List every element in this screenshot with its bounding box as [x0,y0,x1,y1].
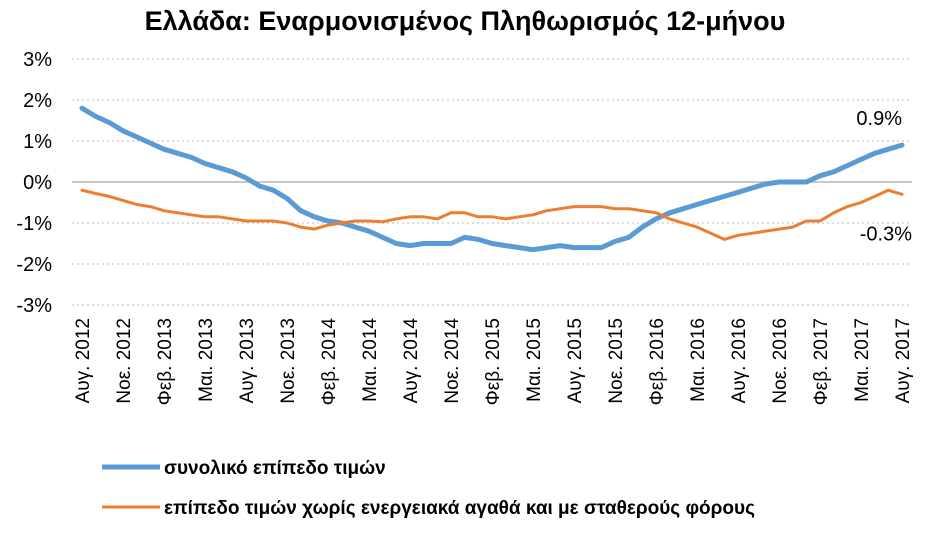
x-tick-label: Μαι. 2014 [360,318,381,402]
y-tick-label: 1% [23,131,52,153]
line [79,105,905,253]
x-tick-label: Νοε. 2014 [442,318,463,404]
y-tick-label: -1% [16,213,52,235]
x-tick-label: Φεβ. 2015 [483,318,504,405]
line [80,188,904,241]
x-tick-label: Μαι. 2017 [852,318,873,402]
x-tick-label: Φεβ. 2016 [647,318,668,405]
x-tick-label: Νοε. 2015 [606,318,627,404]
x-tick-label: Νοε. 2016 [770,318,791,404]
data-label: 0.9% [856,108,902,130]
x-tick-label: Μαι. 2013 [196,318,217,402]
x-tick-label: Νοε. 2012 [114,318,135,404]
x-tick-label: Αυγ. 2017 [893,318,914,403]
legend-label: συνολικό επίπεδο τιμών [164,458,386,479]
y-tick-label: 3% [23,49,52,71]
x-tick-label: Φεβ. 2017 [811,318,832,405]
x-tick-label: Αυγ. 2014 [401,318,422,404]
x-tick-label: Αυγ. 2012 [73,318,94,403]
x-tick-label: Μαι. 2016 [688,318,709,402]
y-tick-label: 2% [23,90,52,112]
x-tick-label: Αυγ. 2015 [565,318,586,403]
x-tick-label: Αυγ. 2013 [237,318,258,403]
y-tick-label: 0% [23,172,52,194]
x-tick-label: Αυγ. 2016 [729,318,750,403]
legend-label: επίπεδο τιμών χωρίς ενεργειακά αγαθά και… [164,498,755,519]
x-tick-label: Μαι. 2015 [524,318,545,402]
chart-title: Ελλάδα: Εναρμονισμένος Πληθωρισμός 12-μή… [145,6,786,36]
x-tick-label: Φεβ. 2013 [155,318,176,405]
data-label: -0.3% [860,223,912,245]
x-tick-label: Νοε. 2013 [278,318,299,404]
y-tick-label: -2% [16,254,52,276]
y-tick-label: -3% [16,295,52,317]
x-tick-label: Φεβ. 2014 [319,318,340,406]
